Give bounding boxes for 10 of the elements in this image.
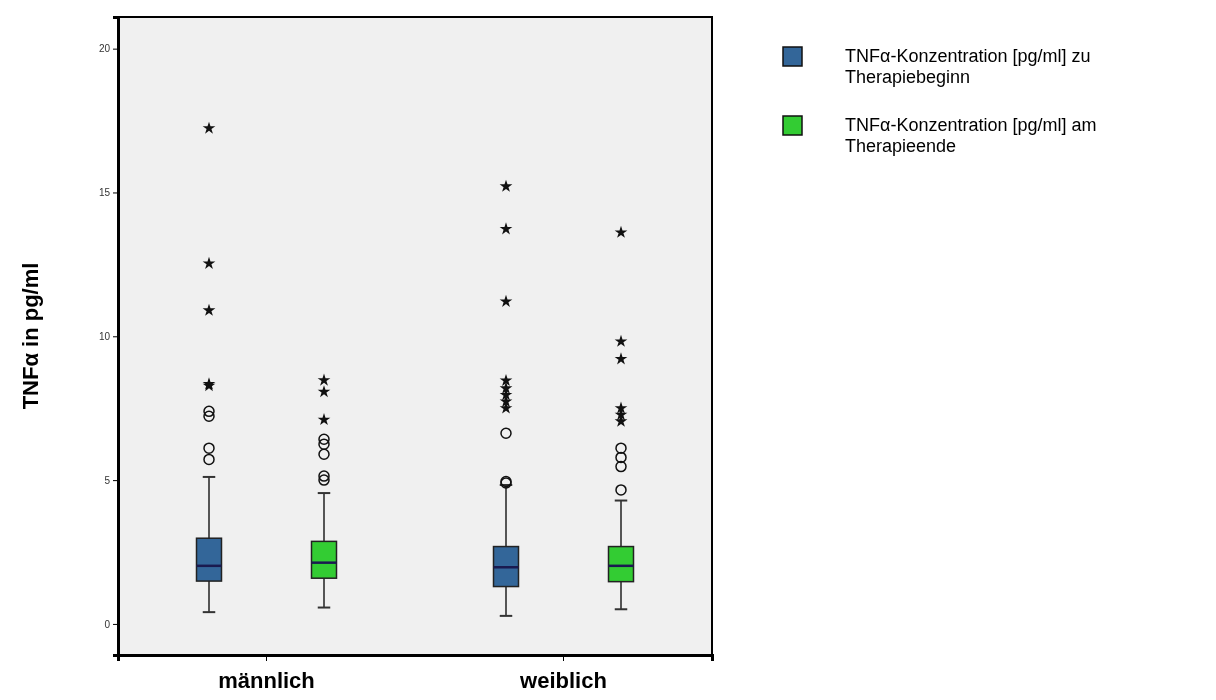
- x-tick-label: weiblich: [519, 668, 607, 694]
- y-tick-label: 0: [104, 618, 111, 630]
- y-tick-label: 20: [98, 43, 111, 55]
- legend-label: TNFα-Konzentration [pg/ml] am Therapieende: [845, 114, 1097, 156]
- y-tick-label: 10: [98, 330, 111, 342]
- x-tick-label: männlich: [218, 668, 315, 694]
- y-tick-label: 5: [104, 474, 111, 486]
- y-axis-title: TNFα in pg/ml: [18, 262, 43, 410]
- y-tick-label: 15: [98, 187, 111, 199]
- legend-label: TNFα-Konzentration [pg/ml] zu Therapiebeginn: [845, 45, 1091, 87]
